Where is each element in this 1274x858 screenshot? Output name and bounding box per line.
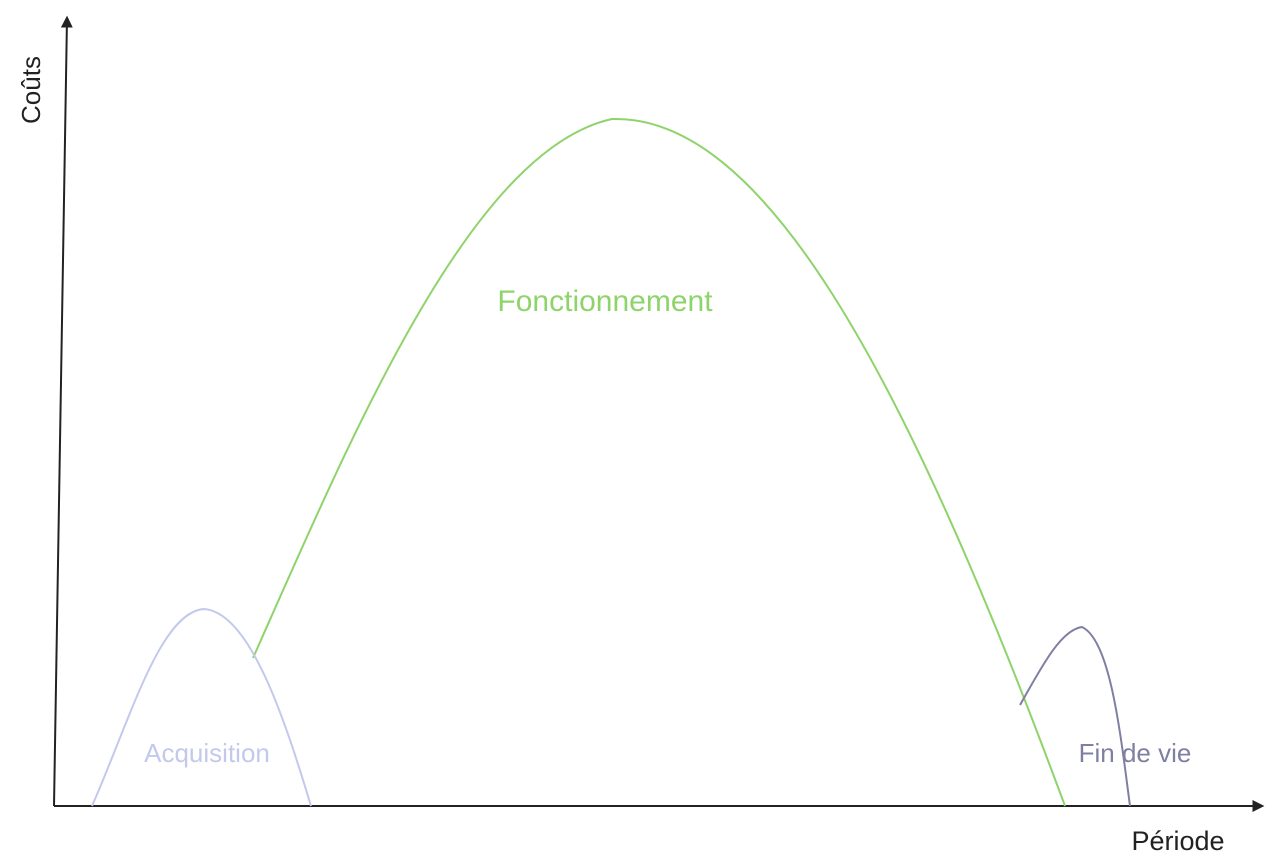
label-acquisition: Acquisition: [144, 738, 270, 768]
y-axis: [53, 15, 73, 807]
x-axis-label: Période: [1131, 826, 1224, 856]
curve-acquisition: [91, 607, 312, 807]
curve-fin-de-vie: [1019, 625, 1131, 807]
label-fonctionnement: Fonctionnement: [497, 285, 713, 318]
curve-fonctionnement: [252, 117, 1066, 807]
label-fin-de-vie: Fin de vie: [1079, 738, 1192, 768]
y-axis-label: Coûts: [16, 56, 46, 124]
